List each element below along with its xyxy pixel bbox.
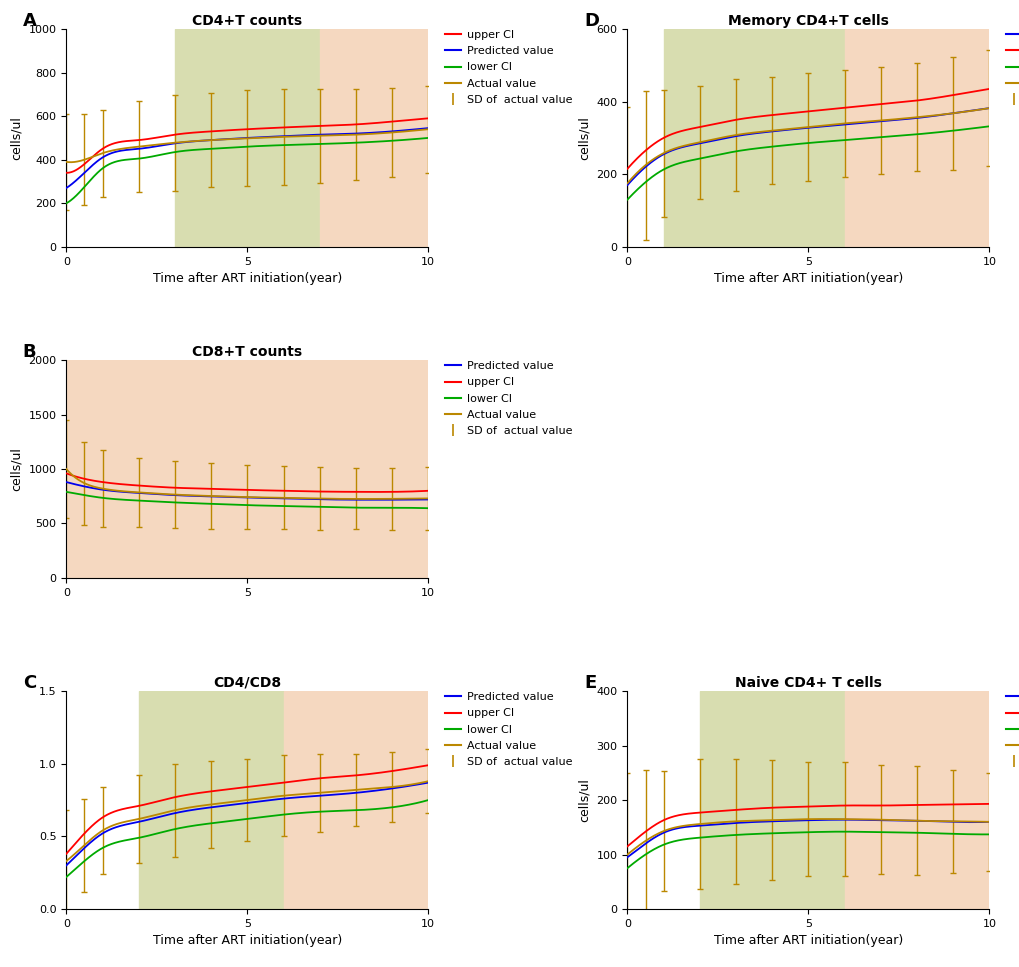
Bar: [699, 691, 844, 909]
Legend: Predicted value, upper CI, lower CI, Actual value, SD of  actual value: Predicted value, upper CI, lower CI, Act…: [444, 692, 572, 767]
Bar: [844, 29, 988, 247]
Bar: [283, 691, 428, 909]
Title: Naive CD4+ T cells: Naive CD4+ T cells: [735, 676, 881, 690]
Bar: [844, 691, 988, 909]
Y-axis label: cells/ul: cells/ul: [10, 447, 22, 491]
Text: C: C: [22, 674, 36, 691]
Legend: Predicted value, upper CI, lower CI, Actual value, SD of  actual value: Predicted value, upper CI, lower CI, Act…: [1005, 30, 1019, 104]
Text: E: E: [584, 674, 596, 691]
Text: B: B: [22, 342, 37, 361]
X-axis label: Time after ART initiation(year): Time after ART initiation(year): [153, 934, 341, 948]
Title: CD4/CD8: CD4/CD8: [213, 676, 281, 690]
Y-axis label: cells/ul: cells/ul: [578, 116, 590, 160]
X-axis label: Time after ART initiation(year): Time after ART initiation(year): [713, 934, 902, 948]
Bar: [174, 29, 319, 247]
Bar: [319, 29, 428, 247]
Bar: [663, 29, 844, 247]
Title: Memory CD4+T cells: Memory CD4+T cells: [728, 14, 888, 28]
Y-axis label: cells/ul: cells/ul: [10, 116, 23, 160]
Text: D: D: [584, 12, 598, 30]
Legend: Predicted value, upper CI, lower CI, Actual value, SD of  actual value: Predicted value, upper CI, lower CI, Act…: [1005, 692, 1019, 767]
Title: CD8+T counts: CD8+T counts: [192, 345, 302, 359]
Bar: [66, 360, 428, 578]
X-axis label: Time after ART initiation(year): Time after ART initiation(year): [153, 272, 341, 285]
Legend: upper CI, Predicted value, lower CI, Actual value, SD of  actual value: upper CI, Predicted value, lower CI, Act…: [444, 30, 572, 104]
X-axis label: Time after ART initiation(year): Time after ART initiation(year): [713, 272, 902, 285]
Text: A: A: [22, 12, 37, 30]
Y-axis label: cells/ul: cells/ul: [578, 778, 590, 822]
Bar: [139, 691, 283, 909]
Title: CD4+T counts: CD4+T counts: [192, 14, 302, 28]
Legend: Predicted value, upper CI, lower CI, Actual value, SD of  actual value: Predicted value, upper CI, lower CI, Act…: [444, 362, 572, 436]
